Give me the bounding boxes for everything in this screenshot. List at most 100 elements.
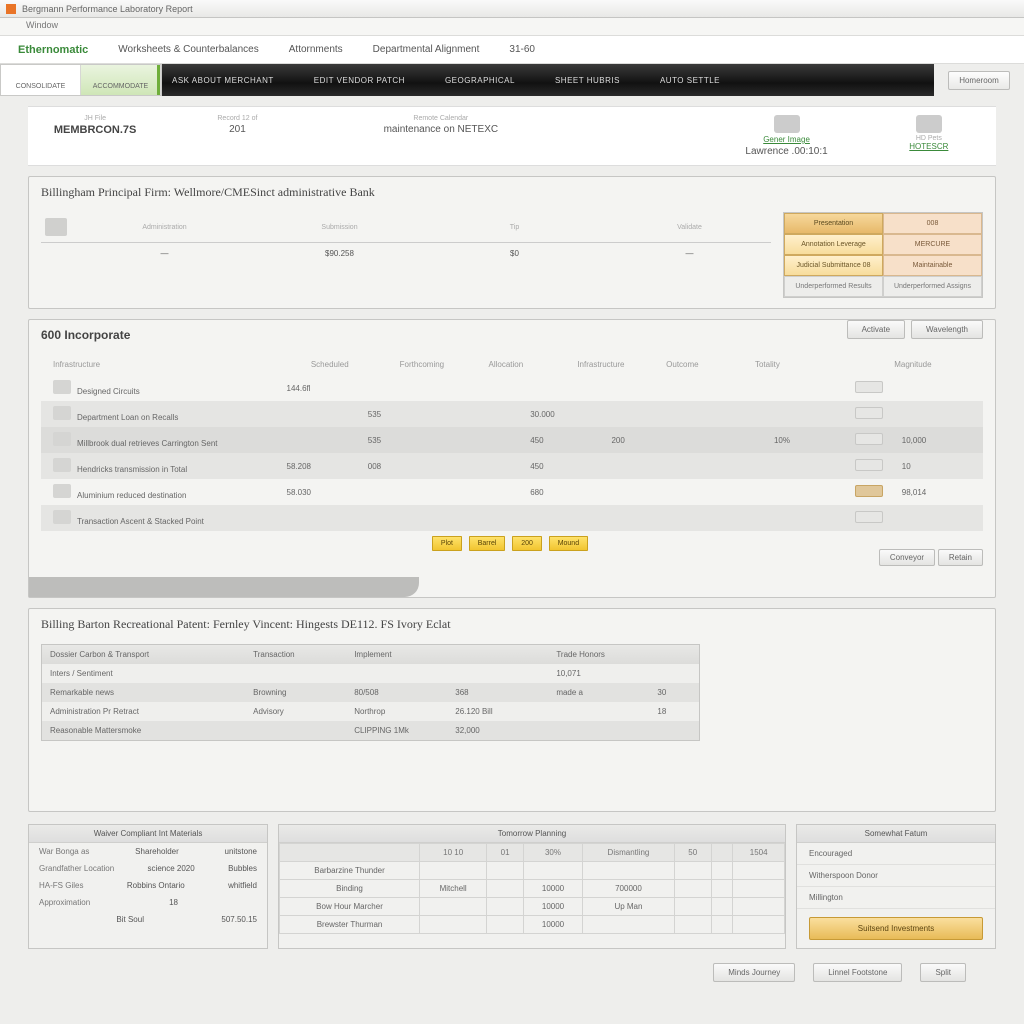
window-title: Bergmann Performance Laboratory Report <box>22 4 193 14</box>
nav-item-1[interactable]: Worksheets & Counterbalances <box>118 44 258 55</box>
ribbon-tab-1[interactable]: CONSOLIDATE <box>1 65 81 95</box>
ribbon-tabs: CONSOLIDATE ACCOMMODATE <box>0 64 162 96</box>
menubar[interactable]: Window <box>0 18 1024 36</box>
yellow-button-row: Plot Barrel 200 Mound <box>41 531 983 550</box>
info-col-4 <box>583 115 705 157</box>
nav-item-3[interactable]: Departmental Alignment <box>373 44 480 55</box>
window-titlebar: Bergmann Performance Laboratory Report <box>0 0 1024 18</box>
table-row[interactable]: Barbarzine Thunder <box>280 862 785 880</box>
panel1-title: Billingham Principal Firm: Wellmore/CMES… <box>29 177 995 208</box>
bp1-title: Waiver Compliant Int Materials <box>29 825 267 843</box>
p3-header: Dossier Carbon & Transport Transaction I… <box>42 645 699 664</box>
pill-icon <box>855 459 883 471</box>
grid-600: Infrastructure Scheduled Forthcoming All… <box>41 354 983 563</box>
action-under1[interactable]: Underperformed Results <box>784 276 883 297</box>
action-leverage[interactable]: Annotation Leverage <box>784 234 883 255</box>
action-box: Presentation 008 Annotation Leverage MER… <box>783 212 983 298</box>
action-under2[interactable]: Underperformed Assigns <box>883 276 982 297</box>
toolbar-item-2[interactable]: EDIT VENDOR PATCH <box>314 76 405 85</box>
panel3-grid: Dossier Carbon & Transport Transaction I… <box>41 644 700 741</box>
panel-fatum: Somewhat Fatum Encouraged Witherspoon Do… <box>796 824 996 949</box>
ybtn-mound[interactable]: Mound <box>549 536 588 551</box>
retain-button[interactable]: Retain <box>938 549 983 566</box>
action-submittance[interactable]: Judicial Submittance 08 <box>784 255 883 276</box>
row-icon <box>53 406 71 420</box>
toolbar-item-1[interactable]: ASK ABOUT MERCHANT <box>172 76 274 85</box>
kv-row: Grandfather Locationscience 2020Bubbles <box>29 860 267 877</box>
table-row[interactable]: BindingMitchell10000700000 <box>280 880 785 898</box>
table-row[interactable]: Inters / Sentiment10,071 <box>42 664 699 683</box>
table-row[interactable]: Brewster Thurman10000 <box>280 916 785 934</box>
grid-row[interactable]: Department Loan on Recalls53530.000 <box>41 401 983 427</box>
toolbar-item-3[interactable]: GEOGRAPHICAL <box>445 76 515 85</box>
footer-split[interactable]: Split <box>920 963 966 982</box>
bp3-title: Somewhat Fatum <box>797 825 995 843</box>
row-icon <box>53 380 71 394</box>
kv-row: War Bonga asShareholderunitstone <box>29 843 267 860</box>
suitsend-button[interactable]: Suitsend Investments <box>809 917 983 940</box>
bp3-l3: Millington <box>797 887 995 909</box>
ybtn-barrel[interactable]: Barrel <box>469 536 506 551</box>
row-icon <box>53 458 71 472</box>
bp3-l1: Encouraged <box>797 843 995 865</box>
grid-header: Infrastructure Scheduled Forthcoming All… <box>41 354 983 375</box>
homeroom-button[interactable]: Homeroom <box>948 71 1010 90</box>
toolbar-item-5[interactable]: AUTO SETTLE <box>660 76 720 85</box>
tab-shelf <box>29 577 995 597</box>
panel1-data-row: — $90.258 $0 — <box>41 243 771 264</box>
panel1-header-row: Administration Submission Tip Validate <box>41 212 771 243</box>
panel-waiver: Waiver Compliant Int Materials War Bonga… <box>28 824 268 949</box>
conveyor-button[interactable]: Conveyor <box>879 549 935 566</box>
panel1-main: Administration Submission Tip Validate —… <box>41 212 771 298</box>
row-icon <box>53 510 71 524</box>
footer-linnel[interactable]: Linnel Footstone <box>813 963 902 982</box>
menu-window[interactable]: Window <box>26 20 58 30</box>
toolbar-dark: ASK ABOUT MERCHANT EDIT VENDOR PATCH GEO… <box>162 64 934 96</box>
brand-logo[interactable]: Ethernomatic <box>18 44 88 56</box>
grid-row[interactable]: Designed Circuits144.6fl <box>41 375 983 401</box>
wavelength-button[interactable]: Wavelength <box>911 320 983 339</box>
ybtn-plot[interactable]: Plot <box>432 536 462 551</box>
top-nav: Ethernomatic Worksheets & Counterbalance… <box>0 36 1024 64</box>
nav-item-4[interactable]: 31-60 <box>509 44 535 55</box>
row-icon <box>45 218 67 236</box>
grid-row[interactable]: Hendricks transmission in Total58.208008… <box>41 453 983 479</box>
table-row[interactable]: Remarkable newsBrowning80/508368made a30 <box>42 683 699 702</box>
footer-buttons: Minds Journey Linnel Footstone Split <box>28 949 996 982</box>
panel2-title: 600 Incorporate <box>41 328 130 342</box>
nav-item-2[interactable]: Attornments <box>289 44 343 55</box>
activate-button[interactable]: Activate <box>847 320 905 339</box>
table-row[interactable]: Bow Hour Marcher10000Up Man <box>280 898 785 916</box>
table-row[interactable]: Reasonable MattersmokeCLIPPING 1Mk32,000 <box>42 721 699 740</box>
toolbar-item-4[interactable]: SHEET HUBRIS <box>555 76 620 85</box>
info-col-6: HD Pets HOTESCR <box>868 115 990 157</box>
grid-row[interactable]: Aluminium reduced destination58.03068098… <box>41 479 983 505</box>
hdpets-icon <box>916 115 942 133</box>
footer-minds[interactable]: Minds Journey <box>713 963 795 982</box>
bottom-panels: Waiver Compliant Int Materials War Bonga… <box>28 824 996 949</box>
action-maintainable[interactable]: Maintainable <box>883 255 982 276</box>
ribbon: CONSOLIDATE ACCOMMODATE ASK ABOUT MERCHA… <box>0 64 1024 96</box>
action-008[interactable]: 008 <box>883 213 982 234</box>
panel-600: 600 Incorporate Activate Wavelength Infr… <box>28 319 996 598</box>
grid-row[interactable]: Millbrook dual retrieves Carrington Sent… <box>41 427 983 453</box>
grid-row[interactable]: Transaction Ascent & Stacked Point <box>41 505 983 531</box>
ybtn-200[interactable]: 200 <box>512 536 542 551</box>
table-row[interactable]: Administration Pr RetractAdvisoryNorthro… <box>42 702 699 721</box>
action-presentation[interactable]: Presentation <box>784 213 883 234</box>
bp2-table: 10 100130%Dismantling501504 Barbarzine T… <box>279 843 785 934</box>
row-icon <box>53 484 71 498</box>
panel-barton: Billing Barton Recreational Patent: Fern… <box>28 608 996 812</box>
info-col-3: Remote Calendar maintenance on NETEXC <box>319 115 564 157</box>
panel2-footer-buttons: Conveyor Retain <box>41 550 983 563</box>
gener-icon <box>774 115 800 133</box>
panel2-header: 600 Incorporate Activate Wavelength <box>29 320 995 350</box>
pill-icon <box>855 381 883 393</box>
action-mercure[interactable]: MERCURE <box>883 234 982 255</box>
info-strip: JH File MEMBRCON.7S Record 12 of 201 Rem… <box>28 106 996 166</box>
bp3-l2: Witherspoon Donor <box>797 865 995 887</box>
panel3-title: Billing Barton Recreational Patent: Fern… <box>29 609 995 640</box>
ribbon-tab-2[interactable]: ACCOMMODATE <box>81 65 161 95</box>
kv-row: Bit Soul507.50.15 <box>29 911 267 928</box>
info-col-2: Record 12 of 201 <box>176 115 298 157</box>
